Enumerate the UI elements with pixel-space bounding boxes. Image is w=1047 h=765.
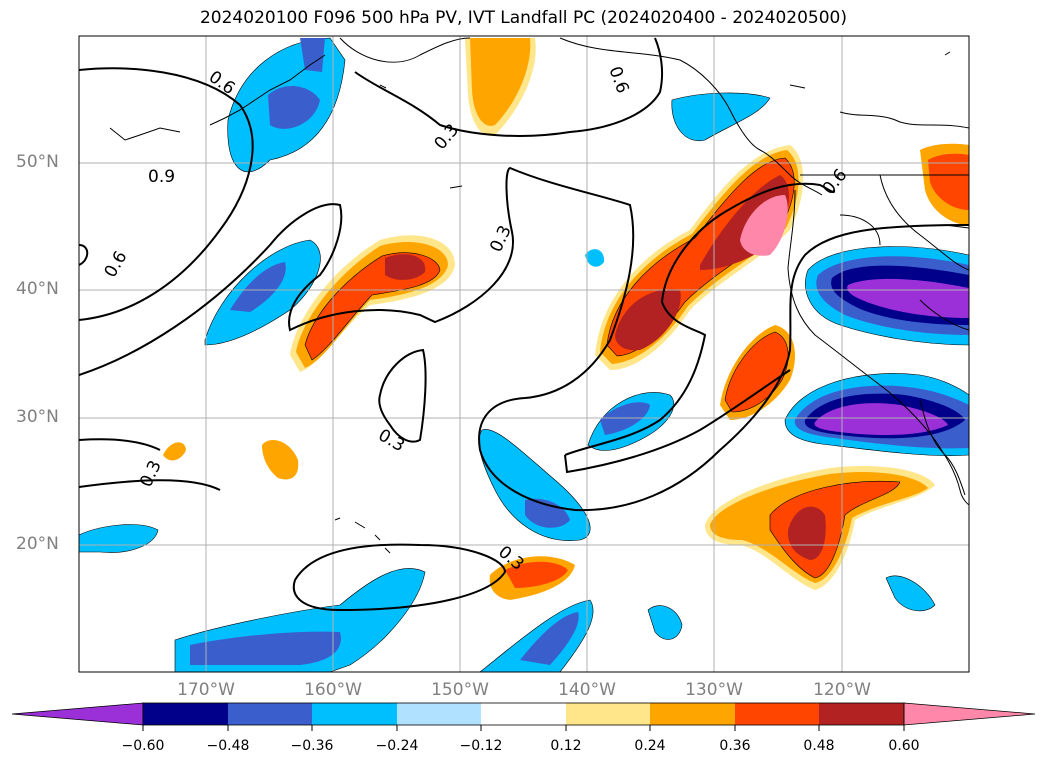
colorbar-tick-label: 0.48 xyxy=(803,738,835,754)
colorbar-tick-label: −0.48 xyxy=(206,738,250,754)
colorbar-tick-label: 0.36 xyxy=(719,738,751,754)
lat-label: 40°N xyxy=(16,279,59,299)
figure-title: 2024020100 F096 500 hPa PV, IVT Landfall… xyxy=(199,8,847,28)
gridlines xyxy=(79,36,969,672)
colorbar-segment xyxy=(481,703,566,725)
colorbar-tick-label: −0.12 xyxy=(459,738,503,754)
colorbar-tick-label: −0.60 xyxy=(121,738,165,754)
colorbar-tick-label: 0.24 xyxy=(634,738,666,754)
colorbar-segment xyxy=(735,703,819,725)
map-area: 0.6 0.9 0.3 0.6 0.3 0.6 0.3 0.3 0.3 0.6 xyxy=(79,36,969,672)
colorbar-extend-high xyxy=(903,702,1036,726)
lon-label: 130°W xyxy=(685,680,743,700)
pv-contours xyxy=(79,37,969,612)
lon-label: 160°W xyxy=(304,680,362,700)
colorbar-segment xyxy=(312,703,397,725)
colorbar-segment xyxy=(566,703,650,725)
lon-label: 170°W xyxy=(177,680,235,700)
colorbar-segment xyxy=(228,703,312,725)
lat-label: 20°N xyxy=(16,534,59,554)
colorbar-tick-label: 0.60 xyxy=(888,738,920,754)
contour-label: 0.9 xyxy=(148,167,175,187)
lon-label: 150°W xyxy=(431,680,489,700)
lon-label: 120°W xyxy=(813,680,871,700)
negative-anomaly-fields xyxy=(79,37,969,672)
colorbar xyxy=(11,702,1036,731)
colorbar-tick-label: −0.36 xyxy=(290,738,334,754)
coastlines xyxy=(109,37,969,554)
neg-region-southwest xyxy=(79,524,159,553)
colorbar-tick-label: −0.24 xyxy=(375,738,419,754)
pos-region-pink-core xyxy=(740,195,788,256)
neg-region-pnw-coast xyxy=(671,92,771,142)
map-frame xyxy=(78,35,970,673)
positive-anomaly-fields xyxy=(163,38,969,600)
colorbar-tick-label: 0.12 xyxy=(550,738,582,754)
lat-label: 50°N xyxy=(16,152,59,172)
colorbar-extend-low xyxy=(11,702,144,726)
lon-label: 140°W xyxy=(558,680,616,700)
lat-label: 30°N xyxy=(16,407,59,427)
colorbar-segment xyxy=(143,703,228,725)
colorbar-segment xyxy=(650,703,735,725)
colorbar-segment xyxy=(397,703,481,725)
colorbar-segment xyxy=(819,703,904,725)
